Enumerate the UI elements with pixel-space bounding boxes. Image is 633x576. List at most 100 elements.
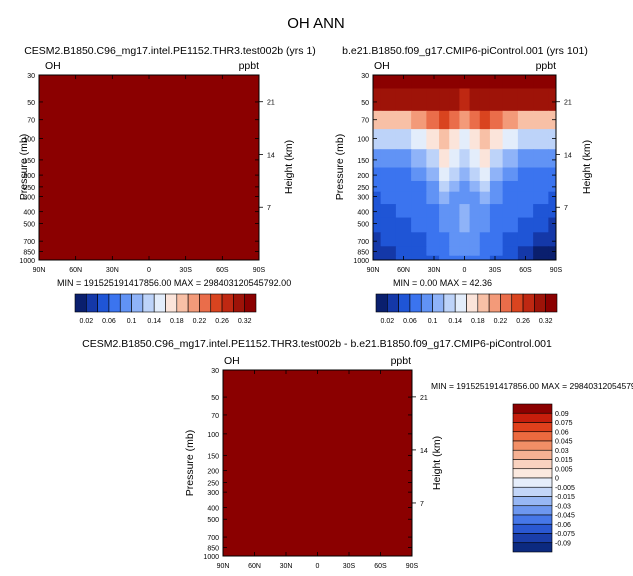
panel-control-ticks: 305070100150200250300400500700850100090N… [353, 73, 571, 274]
y-tick-label: 500 [357, 221, 369, 228]
x-tick-label: 30S [179, 267, 192, 274]
height-tick-label: 7 [564, 205, 568, 212]
heatmap-cell [502, 255, 519, 260]
colorbar-box [454, 293, 467, 313]
x-tick-label: 60N [397, 267, 410, 274]
heatmap-cell [548, 110, 556, 130]
heatmap-cell [517, 129, 534, 150]
heatmap-cell [373, 110, 382, 130]
y-tick-label: 400 [207, 505, 219, 512]
colorbar-box [512, 505, 553, 516]
y-tick-label: 250 [357, 185, 369, 192]
heatmap-cell [395, 204, 412, 219]
heatmap-cell [489, 88, 504, 112]
colorbar-label: 0.045 [555, 439, 573, 446]
heatmap-cell [449, 232, 461, 247]
heatmap-cell [489, 255, 504, 260]
colorbar-box [512, 422, 553, 433]
heatmap-cell [459, 129, 471, 150]
heatmap-cell [449, 191, 461, 205]
heatmap-cell [533, 232, 549, 247]
heatmap-cell [449, 180, 461, 193]
heatmap-cell [449, 149, 461, 169]
heatmap-cell [489, 180, 504, 193]
colorbar-box [522, 293, 535, 313]
y-tick-label: 500 [207, 517, 219, 524]
panel-diff-units: ppbt [391, 355, 412, 367]
panel-control-title: b.e21.B1850.f09_g17.CMIP6-piControl.001 … [342, 45, 588, 57]
heatmap-cell [439, 129, 450, 150]
heatmap-cell [439, 75, 450, 90]
x-tick-label: 60S [374, 563, 387, 570]
colorbar-label: 0.075 [555, 420, 573, 427]
heatmap-cell [517, 149, 534, 169]
panel-diff-minmax: MIN = 191525191417856.00 MAX = 298403120… [431, 381, 633, 391]
colorbar-label: 0.005 [555, 466, 573, 473]
heatmap-cell [459, 88, 471, 112]
heatmap-cell [380, 232, 397, 247]
heatmap-cell [411, 191, 427, 205]
colorbar-box [512, 486, 553, 497]
heatmap-cell [439, 204, 450, 219]
heatmap-cell [411, 75, 427, 90]
panel-test-ylabel: Pressure (mb) [18, 134, 30, 201]
heatmap-cell [489, 232, 504, 247]
y-tick-label: 70 [27, 118, 35, 125]
panel-diff-ylabel: Pressure (mb) [184, 430, 196, 497]
panel-test-units: ppbt [239, 60, 260, 72]
y-tick-label: 250 [23, 185, 35, 192]
heatmap-cell [533, 191, 549, 205]
heatmap-cell [380, 167, 397, 182]
heatmap-cell [373, 167, 382, 182]
heatmap-cell [373, 191, 382, 205]
heatmap-cell [459, 167, 471, 182]
heatmap-cell [459, 110, 471, 130]
heatmap-cell [449, 75, 461, 90]
heatmap-cell [533, 110, 549, 130]
heatmap-cell [426, 129, 440, 150]
heatmap-cell [426, 217, 440, 233]
colorbar-box [165, 293, 178, 313]
y-tick-label: 400 [357, 210, 369, 217]
colorbar-label: 0 [555, 476, 559, 483]
colorbar-box [512, 412, 553, 423]
heatmap-cell [469, 75, 481, 90]
colorbar-label: 0.18 [170, 318, 184, 325]
heatmap-cell [517, 246, 534, 257]
x-tick-label: 90S [550, 267, 563, 274]
heatmap-cell [449, 88, 461, 112]
colorbar-box [512, 533, 553, 544]
colorbar-label: 0.18 [471, 318, 485, 325]
panel-test-minmax: MIN = 191525191417856.00 MAX = 298403120… [57, 278, 291, 288]
heatmap-cell [426, 75, 440, 90]
heatmap-cell [380, 255, 397, 260]
colorbar-control: 0.02 0.06 0.1 0.14 0.18 0.22 0.26 0.32 [375, 293, 558, 325]
colorbar-box [512, 496, 553, 507]
panel-control-plot [373, 75, 556, 260]
heatmap-cell [426, 255, 440, 260]
heatmap-cell [449, 129, 461, 150]
heatmap-cell [373, 232, 382, 247]
colorbar-label: 0.22 [193, 318, 207, 325]
x-tick-label: 30S [343, 563, 356, 570]
heatmap-cell [459, 149, 471, 169]
heatmap-cell [479, 110, 491, 130]
heatmap-cell [533, 255, 549, 260]
y-tick-label: 200 [207, 469, 219, 476]
colorbar-diff: 0.09 0.075 0.06 0.045 0.03 0.015 0.005 0 -0.005 -… [512, 403, 575, 553]
heatmap-cell [380, 110, 397, 130]
heatmap-cell [395, 75, 412, 90]
colorbar-label: 0.06 [403, 318, 417, 325]
y-tick-label: 700 [357, 239, 369, 246]
heatmap-cell [502, 129, 519, 150]
heatmap-cell [411, 217, 427, 233]
heatmap-cell [502, 149, 519, 169]
heatmap-cell [489, 246, 504, 257]
heatmap-cell [411, 129, 427, 150]
y-tick-label: 400 [23, 210, 35, 217]
colorbar-box [387, 293, 399, 313]
heatmap-cell [449, 246, 461, 257]
colorbar-box [488, 293, 501, 313]
heatmap-cell [489, 149, 504, 169]
